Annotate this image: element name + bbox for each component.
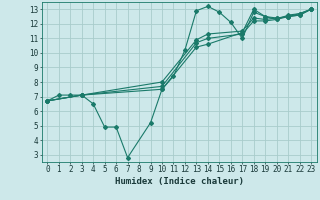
X-axis label: Humidex (Indice chaleur): Humidex (Indice chaleur) — [115, 177, 244, 186]
